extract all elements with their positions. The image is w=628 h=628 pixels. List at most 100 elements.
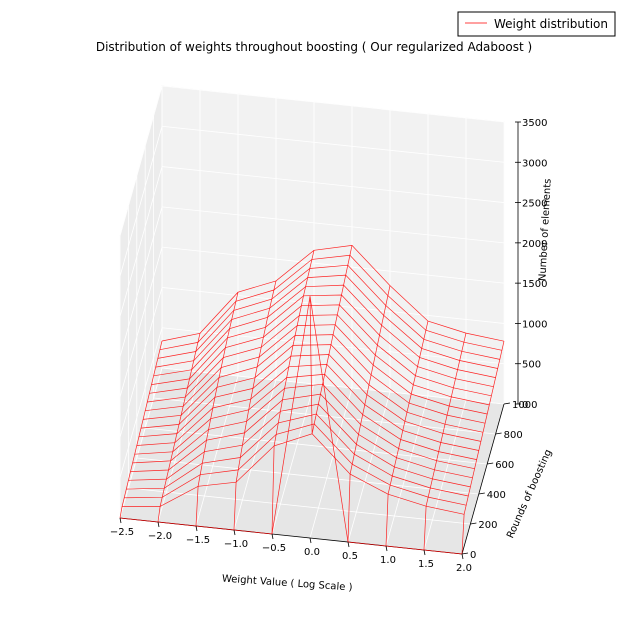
x-tick-label: 0.5 (342, 551, 358, 562)
surface-row-line (138, 354, 481, 442)
grid-line-z-back (161, 287, 505, 324)
surface-row-line (136, 364, 479, 451)
y-tick (503, 402, 511, 405)
grid-line-z-side (119, 126, 163, 277)
grid-line-z-side (119, 247, 163, 398)
surface-column-line (385, 321, 429, 547)
grid-line-z-back (161, 246, 505, 284)
x-tick-label: −2.5 (110, 527, 134, 538)
surface-column-line (119, 340, 163, 519)
x-tick-label: −1.5 (186, 535, 210, 546)
chart-title: Distribution of weights throughout boost… (96, 40, 532, 54)
grid-line-x-floor (157, 371, 201, 523)
surface-column-line (271, 250, 315, 535)
x-tick (271, 533, 274, 540)
surface-row-line (122, 433, 465, 515)
surface-row-line (161, 245, 505, 342)
surface-row-line (157, 264, 500, 360)
x-tick (423, 549, 426, 556)
legend-entry: Weight distribution (494, 17, 608, 31)
surface-column-line (423, 333, 467, 551)
x-axis-label: Weight Value ( Log Scale ) (222, 573, 353, 593)
surface-row-line (151, 294, 494, 388)
surface-row-line (155, 274, 498, 369)
axes-ticks: −2.5 −2.0 −1.5 −1.0 −0.5 0.0 0.5 1.0 1.5 2.0 0 200 4… (110, 118, 548, 574)
x-tick-label: −0.5 (262, 543, 286, 554)
z-tick-label: 1000 (522, 319, 547, 330)
surface-row-line (145, 324, 488, 415)
x-tick-label: 1.0 (380, 555, 396, 566)
surface-row-line (153, 284, 496, 378)
x-tick (157, 521, 160, 528)
surface-row-line (124, 423, 467, 506)
y-tick-label: 0 (470, 550, 476, 561)
surface-column-line (233, 280, 277, 531)
y-tick-label: 1000 (512, 400, 537, 411)
y-tick-label: 800 (504, 430, 523, 441)
series-wireframe (119, 245, 505, 555)
grid-line-z-side (119, 85, 163, 237)
surface-row-line (134, 373, 477, 460)
surface-row-line (159, 254, 502, 351)
grid-line-z-back (161, 166, 505, 203)
y-tick-label: 200 (478, 520, 497, 531)
grid-line-z-back (161, 85, 505, 123)
x-tick-label: −1.0 (224, 539, 248, 550)
surface-row-line (132, 383, 475, 470)
surface-column-line (347, 285, 391, 543)
surface-column-line (157, 333, 201, 523)
grid-line-y-floor (136, 457, 479, 495)
y-tick (487, 462, 494, 465)
z-axis-label: Number of elements (537, 178, 553, 281)
y-tick (461, 552, 469, 555)
grid-line-y-floor (145, 427, 488, 465)
surface-row-line (149, 304, 492, 397)
grid-line-x-floor (233, 379, 277, 531)
z-tick-label: 0 (522, 400, 528, 411)
grid-line-z-back (161, 125, 505, 163)
grid-line-z-side (119, 327, 163, 478)
surface-row-line (130, 393, 473, 479)
back-pane (161, 85, 505, 405)
surface-row-line (119, 296, 463, 555)
grid-line-z-back (161, 206, 505, 244)
z-tick-label: 3500 (522, 118, 547, 129)
x-tick (119, 517, 122, 524)
y-tick (495, 432, 502, 435)
axes-panes (119, 85, 505, 555)
x-tick-label: 2.0 (456, 563, 472, 574)
z-tick-label: 2000 (522, 239, 547, 250)
grid-line-x-floor (423, 399, 467, 551)
surface-column-line (461, 341, 505, 555)
surface-column-line (309, 245, 353, 434)
z-tick-label: 3000 (522, 158, 547, 169)
y-tick (470, 522, 477, 525)
x-tick-label: −2.0 (148, 531, 172, 542)
legend-box (457, 11, 616, 37)
surface-row-line (126, 413, 469, 497)
x-tick-label: 1.5 (418, 559, 434, 570)
surface-row-line (143, 334, 486, 424)
x-tick (385, 545, 388, 552)
grid-line-x-floor (271, 383, 315, 535)
surface-row-line (147, 314, 490, 406)
x-tick (461, 553, 464, 560)
surface-column-line (195, 292, 239, 527)
z-tick-label: 1500 (522, 279, 547, 290)
grid-line-x-floor (309, 387, 353, 539)
grid-line-z-back (161, 367, 505, 405)
y-axis-line (461, 403, 505, 555)
legend: Weight distribution (457, 11, 616, 37)
y-tick (478, 492, 485, 495)
z-tick-label: 2500 (522, 199, 547, 210)
x-tick (233, 529, 236, 536)
x-tick (347, 541, 350, 548)
grid-line-x-floor (195, 375, 239, 527)
grid-line-z-side (119, 206, 163, 357)
grid-line-y-floor (128, 487, 471, 525)
surface-row-line (140, 344, 484, 433)
z-tick-label: 500 (522, 360, 541, 371)
y-tick-label: 400 (487, 490, 506, 501)
